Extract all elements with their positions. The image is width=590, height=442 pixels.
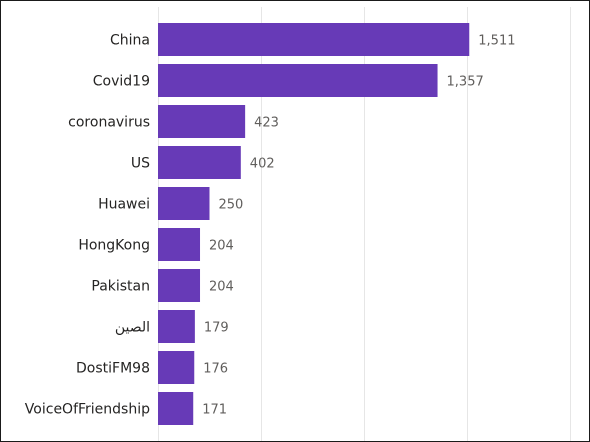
value-label: 204 xyxy=(209,280,234,295)
category-label: VoiceOfFriendship xyxy=(25,402,150,418)
bars xyxy=(158,23,470,425)
value-label: 1,357 xyxy=(447,75,484,90)
category-label: الصين xyxy=(115,320,150,336)
bar[interactable] xyxy=(158,351,195,384)
bar[interactable] xyxy=(158,64,438,97)
category-label: US xyxy=(131,156,150,172)
category-label: Pakistan xyxy=(91,279,150,295)
value-label: 423 xyxy=(254,116,279,131)
bar[interactable] xyxy=(158,187,210,220)
value-label: 402 xyxy=(250,157,275,172)
value-label: 171 xyxy=(202,403,227,418)
bar[interactable] xyxy=(158,269,201,302)
category-labels: China Covid19 coronavirus US Huawei HongKong P… xyxy=(25,33,150,418)
value-label: 176 xyxy=(203,362,228,377)
category-label: HongKong xyxy=(78,238,150,254)
category-label: DostiFM98 xyxy=(76,361,150,377)
category-label: Huawei xyxy=(98,197,150,213)
bar[interactable] xyxy=(158,146,241,179)
bar[interactable] xyxy=(158,23,470,56)
value-label: 179 xyxy=(204,321,229,336)
category-label: China xyxy=(110,33,150,49)
bar[interactable] xyxy=(158,228,201,261)
bar[interactable] xyxy=(158,310,195,343)
bar[interactable] xyxy=(158,392,194,425)
category-label: Covid19 xyxy=(93,74,150,90)
value-label: 1,511 xyxy=(478,34,515,49)
value-label: 204 xyxy=(209,239,234,254)
value-label: 250 xyxy=(219,198,244,213)
bar[interactable] xyxy=(158,105,246,138)
category-label: coronavirus xyxy=(68,115,150,131)
value-labels: 1,511 1,357 423 402 250 204 204 179 176 171 xyxy=(202,34,515,418)
